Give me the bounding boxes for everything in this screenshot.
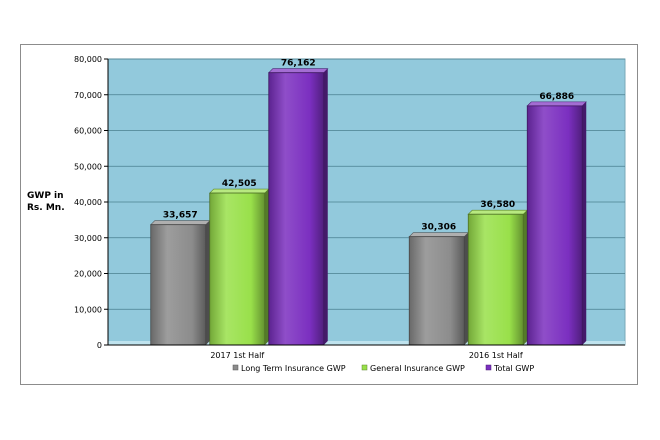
y-tick-label: 40,000 <box>74 198 102 207</box>
x-tick-label: 2017 1st Half <box>210 351 264 360</box>
y-tick-label: 80,000 <box>74 55 102 64</box>
data-label: 30,306 <box>421 223 456 233</box>
bar[interactable] <box>408 236 465 346</box>
legend-item: Long Term Insurance GWP <box>241 364 346 373</box>
bar-top-cap <box>408 232 469 237</box>
bar-top-cap <box>150 220 211 225</box>
y-tick-label: 60,000 <box>74 127 102 136</box>
data-label: 33,657 <box>163 211 198 221</box>
bar-top-cap <box>467 209 528 215</box>
y-axis-label: GWP in <box>27 191 64 201</box>
bar-side <box>582 101 587 345</box>
y-tick-label: 50,000 <box>74 162 102 171</box>
bar-top-cap <box>268 68 329 74</box>
y-tick-label: 70,000 <box>74 91 102 100</box>
bar-side <box>464 232 469 345</box>
y-tick-label: 0 <box>97 341 102 350</box>
bar[interactable] <box>209 192 266 346</box>
bar-chart: 0 10,000 20,000 30,000 40,000 50,000 60,000 70,… <box>27 55 626 373</box>
legend-swatch <box>232 364 239 371</box>
data-label: 66,886 <box>539 92 574 102</box>
legend-swatch <box>485 364 492 371</box>
legend-swatch <box>361 364 368 371</box>
chart-frame: 0 10,000 20,000 30,000 40,000 50,000 60,000 70,… <box>20 44 638 385</box>
legend-item: General Insurance GWP <box>370 364 465 373</box>
bar-side <box>523 210 528 345</box>
plot-floor <box>108 341 625 345</box>
bar-top-cap <box>209 188 270 194</box>
y-axis-label: Rs. Mn. <box>27 203 65 213</box>
bar[interactable] <box>150 224 207 346</box>
y-tick-label: 30,000 <box>74 234 102 243</box>
bar-side <box>205 220 210 345</box>
data-label: 36,580 <box>480 200 515 210</box>
bar-top-cap <box>526 101 587 107</box>
legend-item: Total GWP <box>493 364 534 373</box>
bar[interactable] <box>526 105 583 346</box>
data-label: 42,505 <box>222 179 257 189</box>
data-label: 76,162 <box>281 59 316 69</box>
y-tick-label: 20,000 <box>74 270 102 279</box>
bar-side <box>323 68 328 345</box>
x-tick-label: 2016 1st Half <box>469 351 523 360</box>
y-tick-label: 10,000 <box>74 305 102 314</box>
bar-side <box>264 189 269 345</box>
bar[interactable] <box>467 213 524 346</box>
bar[interactable] <box>268 72 325 346</box>
